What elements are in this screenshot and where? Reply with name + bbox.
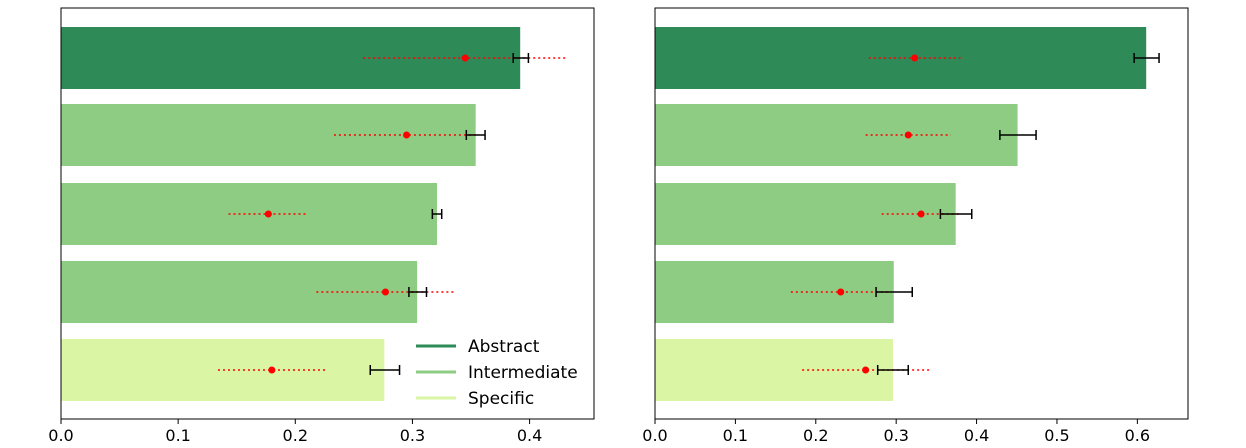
axes-frame [60, 7, 595, 420]
x-tick-label: 0.0 [642, 426, 667, 445]
x-tick-label: 0.4 [517, 426, 542, 445]
legend-label-intermediate: Intermediate [468, 363, 578, 383]
x-tick-label: 0.1 [165, 426, 190, 445]
bar-intermediate [655, 183, 956, 245]
x-tick-label: 0.0 [48, 426, 73, 445]
point-marker [268, 366, 276, 374]
bar-specific [61, 339, 385, 401]
point-marker [862, 366, 870, 374]
point-marker [381, 288, 389, 296]
left-panel: 0.0 0.1 0.2 0.3 0.4 [48, 7, 595, 445]
legend-label-abstract: Abstract [468, 337, 540, 357]
x-tick-label: 0.5 [1044, 426, 1069, 445]
x-tick-label: 0.4 [964, 426, 989, 445]
bar-intermediate [655, 261, 894, 323]
point-marker [917, 210, 925, 218]
bar-intermediate [61, 104, 476, 166]
legend: Abstract Intermediate Specific [404, 331, 588, 413]
x-tick-label: 0.1 [723, 426, 748, 445]
point-marker [904, 131, 912, 139]
point-marker [911, 54, 919, 62]
right-panel: 0.0 0.1 0.2 0.3 0.4 0.5 0.6 [642, 7, 1189, 445]
x-tick-label: 0.2 [803, 426, 828, 445]
axes-frame [654, 7, 1189, 420]
x-tick-label: 0.2 [283, 426, 308, 445]
bar-abstract [61, 27, 521, 89]
x-tick-label: 0.3 [400, 426, 425, 445]
legend-label-specific: Specific [468, 389, 534, 409]
bar-intermediate [655, 104, 1018, 166]
point-marker [837, 288, 845, 296]
point-marker [461, 54, 469, 62]
bar-intermediate [61, 261, 418, 323]
x-tick-label: 0.3 [883, 426, 908, 445]
x-tick-label: 0.6 [1125, 426, 1150, 445]
point-marker [403, 131, 411, 139]
point-marker [264, 210, 272, 218]
